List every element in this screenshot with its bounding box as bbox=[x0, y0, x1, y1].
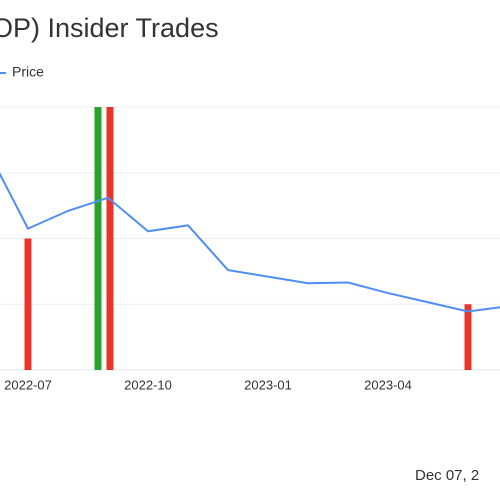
x-tick-label: 2022-10 bbox=[124, 377, 172, 392]
x-tick-label: 2023-04 bbox=[364, 377, 412, 392]
chart-title: OP) Insider Trades bbox=[0, 13, 219, 43]
trade-bar bbox=[24, 238, 32, 370]
price-line bbox=[0, 172, 500, 313]
x-tick-label: 2022-07 bbox=[4, 377, 52, 392]
trade-bar bbox=[464, 304, 472, 370]
x-tick-label: 2023-01 bbox=[244, 377, 292, 392]
trade-bar bbox=[94, 107, 102, 370]
footer-date: Dec 07, 2 bbox=[415, 467, 479, 484]
trade-bar bbox=[106, 107, 114, 370]
legend-label: Price bbox=[12, 64, 44, 80]
